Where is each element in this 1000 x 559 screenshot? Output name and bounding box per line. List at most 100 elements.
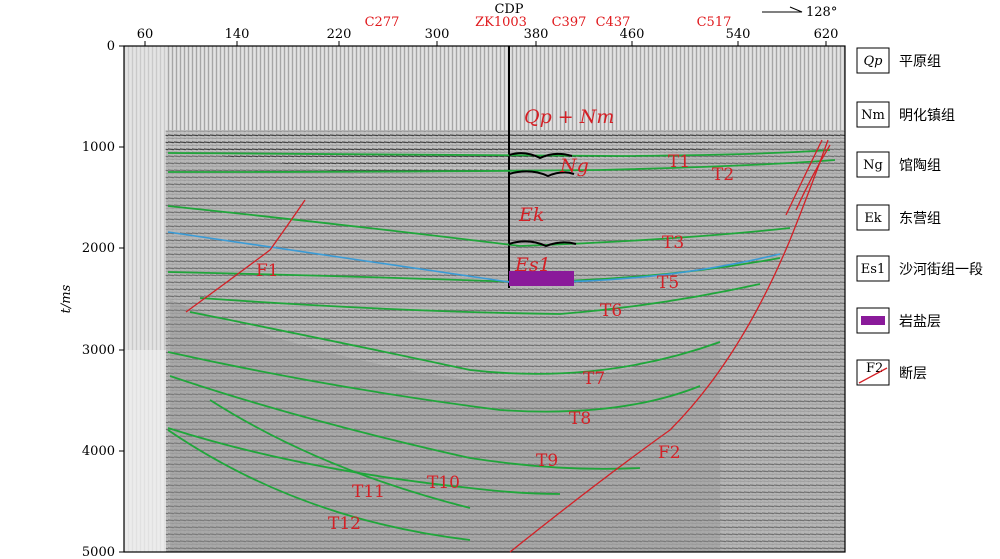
direction-label: 128°	[806, 5, 837, 20]
cdp-tick-label: 140	[225, 27, 250, 42]
horizon-label-t2: T2	[712, 165, 734, 185]
time-tick-label: 4000	[82, 444, 115, 459]
cdp-tick: 540	[726, 27, 751, 46]
time-tick-label: 2000	[82, 241, 115, 256]
horizon-t12-line	[167, 429, 471, 541]
horizon-label-t9: T9	[536, 451, 558, 471]
legend-key-es1: Es1	[861, 262, 885, 277]
horizon-t11-line	[209, 399, 471, 509]
formation-label-qp-nm: Qp + Nm	[524, 106, 614, 128]
horizon-label-t10: T10	[427, 473, 460, 493]
salt-layer-box	[509, 271, 574, 286]
legend-label-fault: 断层	[899, 366, 927, 382]
legend-item: Es1 沙河街组一段	[856, 255, 983, 282]
legend-swatch	[856, 204, 890, 231]
legend-label-nm: 明化镇组	[899, 108, 955, 124]
time-tick: 5000	[82, 545, 124, 559]
direction-arrow	[762, 6, 803, 13]
cdp-tick-label: 220	[327, 27, 352, 42]
legend: Qp 平原组 Nm 明化镇组 Ng 馆陶组 Ek 东营组 Es1 沙河街组一段 …	[856, 47, 983, 386]
time-tick: 3000	[82, 343, 124, 358]
fault-label-f2: F2	[658, 443, 681, 463]
well-marker-ng	[508, 152, 573, 160]
formation-label-ek: Ek	[518, 204, 544, 226]
fault-minor-line	[785, 139, 823, 216]
well-label-c517: C517	[697, 15, 732, 30]
time-tick: 4000	[82, 444, 124, 459]
legend-swatch	[856, 101, 890, 128]
time-tick-label: 1000	[82, 140, 115, 155]
horizon-t9-line	[169, 375, 641, 470]
cdp-tick-label: 60	[137, 27, 154, 42]
cdp-tick-label: 620	[814, 27, 839, 42]
time-axis: 0 1000 2000 3000 4000 5000	[82, 39, 124, 559]
cdp-tick: 380	[524, 27, 549, 46]
legend-item: Qp 平原组	[856, 47, 941, 74]
cdp-tick: 140	[225, 27, 250, 46]
horizon-t7-line	[189, 311, 721, 375]
cdp-tick-label: 540	[726, 27, 751, 42]
legend-label-es1: 沙河街组一段	[899, 262, 983, 278]
horizon-label-t11: T11	[352, 482, 385, 502]
cdp-tick: 300	[425, 27, 449, 46]
horizon-label-t12: T12	[328, 514, 361, 534]
salt-top-line	[167, 231, 781, 284]
time-axis-title: t/ms	[59, 284, 74, 313]
horizon-label-t5: T5	[657, 273, 679, 293]
formation-text: Qp + Nm	[524, 106, 614, 128]
horizon-label-t7: T7	[583, 369, 605, 389]
legend-key-ng: Ng	[863, 158, 883, 173]
fault-f2-line	[509, 139, 829, 553]
legend-key-ek: Ek	[864, 211, 881, 226]
legend-swatch	[856, 47, 890, 74]
horizon-label-t1: T1	[668, 152, 690, 172]
horizon-t8-line	[167, 351, 701, 413]
legend-key-fault: F2	[866, 361, 883, 376]
legend-key-qp: Qp	[864, 54, 884, 69]
time-tick-label: 5000	[82, 545, 115, 559]
horizon-label-t8: T8	[569, 409, 591, 429]
legend-label-salt: 岩盐层	[899, 314, 941, 330]
horizon-label-t3: T3	[662, 233, 684, 253]
seismic-image	[124, 46, 845, 552]
legend-item: Nm 明化镇组	[856, 101, 955, 128]
formation-label-ng: Ng	[559, 155, 589, 177]
legend-label-ek: 东营组	[899, 211, 941, 227]
well-marker-ek	[508, 240, 577, 248]
horizon-t3-line	[167, 205, 791, 247]
cdp-tick-label: 460	[620, 27, 645, 42]
time-tick: 1000	[82, 140, 124, 155]
cdp-tick-label: 380	[524, 27, 549, 42]
legend-label-qp: 平原组	[899, 54, 941, 70]
formation-label-es1: Es1	[514, 254, 551, 276]
cdp-tick: 620	[814, 27, 839, 46]
horizon-t2-line	[167, 159, 836, 173]
fault-label-f1: F1	[256, 261, 279, 281]
well-label-c277: C277	[365, 15, 400, 30]
cdp-tick: 60	[137, 27, 154, 46]
well-label-c397: C397	[552, 15, 587, 30]
horizon-label-t6: T6	[600, 301, 622, 321]
time-tick: 2000	[82, 241, 124, 256]
cdp-axis-title: CDP	[494, 2, 523, 17]
well-marker-t2	[508, 170, 575, 178]
cdp-tick: 460	[620, 27, 645, 46]
legend-item: Ng 馆陶组	[856, 151, 941, 178]
well-label-zk1003: ZK1003	[475, 15, 527, 30]
legend-swatch	[856, 151, 890, 178]
legend-item: Ek 东营组	[856, 204, 941, 231]
legend-fault-swatch	[858, 367, 888, 384]
fault-f1-line	[185, 199, 306, 313]
cdp-axis: 60 140 220 300 380 460 540 620	[137, 27, 839, 46]
horizon-t6-line	[199, 283, 761, 315]
plot-frame	[123, 45, 846, 553]
cdp-tick: 220	[327, 27, 352, 46]
well-label-c437: C437	[596, 15, 631, 30]
time-tick: 0	[107, 39, 124, 54]
horizon-t10-line	[167, 427, 561, 495]
legend-salt-swatch	[861, 316, 885, 325]
legend-key-nm: Nm	[861, 108, 885, 123]
fault-minor-line	[795, 144, 831, 211]
legend-item: F2 断层	[856, 359, 927, 386]
